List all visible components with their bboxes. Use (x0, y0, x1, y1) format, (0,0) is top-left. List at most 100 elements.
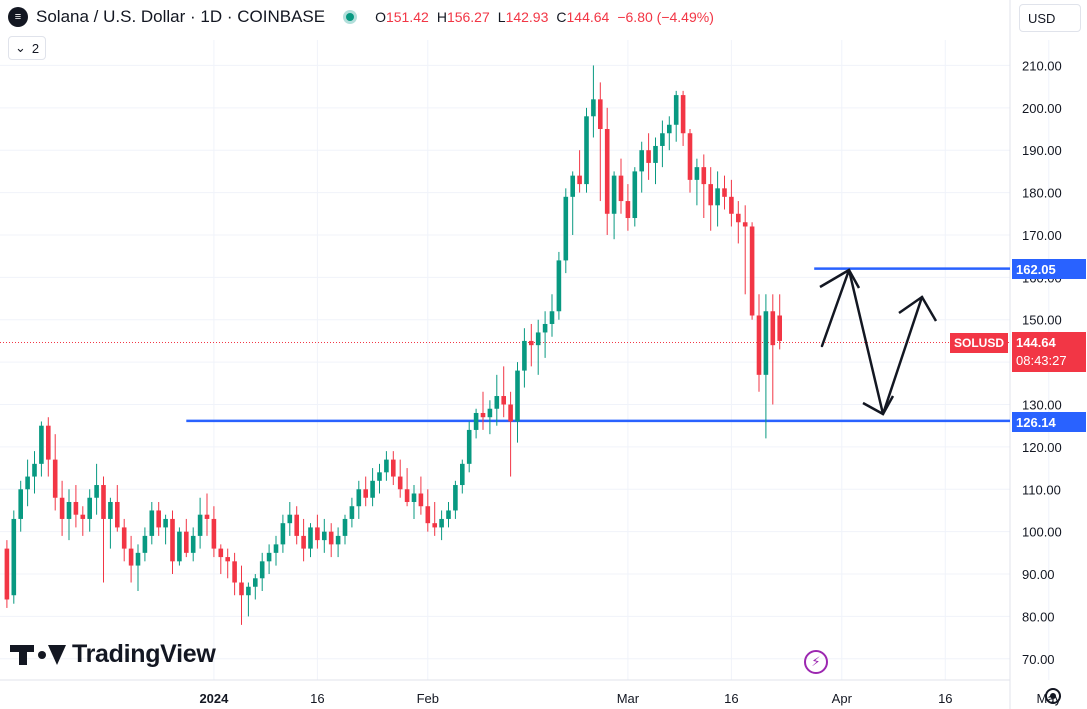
candle-body (763, 311, 769, 375)
logo-text: TradingView (72, 640, 216, 668)
candle (529, 323, 534, 367)
candle-body (494, 396, 500, 409)
candle (280, 514, 286, 553)
time-tick-label: 16 (938, 691, 952, 706)
candle-body (280, 523, 286, 545)
candle-body (59, 497, 65, 519)
price-axis[interactable]: 70.00 80.00 90.00 100.00 110.00 120.00 130.00 1… (1022, 58, 1062, 666)
candle (25, 459, 30, 507)
candle-body (404, 489, 410, 502)
candle (508, 391, 513, 477)
candle (391, 451, 396, 486)
candle-body (570, 175, 575, 197)
candle (453, 480, 458, 519)
candle (722, 175, 727, 210)
time-tick-label: Feb (417, 691, 439, 706)
symbol-title[interactable]: Solana / U.S. Dollar · 1D · COINBASE (36, 7, 326, 26)
candle (18, 480, 23, 532)
candle-body (742, 222, 748, 227)
candle-body (370, 480, 375, 498)
candle-body (349, 506, 355, 519)
arrowhead-1-icon (819, 268, 861, 289)
candle (356, 480, 362, 519)
candle-body (708, 184, 713, 206)
candle (170, 510, 175, 575)
candle (466, 421, 472, 473)
grid (0, 0, 1050, 709)
candle-body (177, 531, 182, 562)
price-tick-label: 120.00 (1022, 440, 1062, 455)
candle-body (736, 213, 741, 223)
ohlc-low: L142.93 (497, 9, 549, 25)
candle (259, 552, 265, 591)
candle-body (259, 561, 265, 579)
arrowhead-2-icon (862, 395, 895, 416)
candle-body (308, 527, 313, 549)
candle (425, 489, 431, 532)
chevron-down-icon: ⌄ (15, 40, 26, 55)
time-axis[interactable]: 2024 16 Feb Mar 16 Apr 16 May (199, 691, 1061, 706)
candle-body (625, 201, 631, 219)
candle (87, 489, 92, 532)
candle (135, 544, 141, 591)
candle (11, 510, 17, 604)
candle (584, 107, 589, 193)
candle (653, 137, 658, 185)
horizontal-levels (186, 267, 1010, 423)
time-tick-label: 2024 (199, 691, 229, 706)
candle (204, 493, 210, 536)
candle (184, 518, 189, 558)
candle (749, 222, 755, 320)
candle (501, 366, 506, 418)
candle (39, 421, 44, 477)
ohlc-values: O151.42 H156.27 L142.93 C144.64 −6.80 (−… (375, 9, 714, 25)
last-price-value: 144.64 (1016, 335, 1056, 350)
candle-body (232, 561, 237, 583)
candle-body (611, 175, 617, 214)
candle (473, 408, 479, 439)
candle-body (460, 463, 465, 486)
candle-body (108, 501, 113, 519)
candle-body (556, 260, 562, 312)
tradingview-logo[interactable]: TradingView (10, 640, 216, 669)
symbol-logo-icon[interactable]: ≡ (8, 7, 28, 27)
tradingview-mark-icon (10, 644, 66, 665)
projection-drawing (819, 268, 938, 416)
candle (149, 501, 155, 545)
candle-body (591, 99, 596, 117)
candle (729, 179, 734, 227)
candle-body (273, 544, 279, 553)
indicators-toggle-button[interactable]: ⌄ 2 (8, 36, 47, 60)
candle-body (239, 582, 244, 596)
candle-body (342, 518, 348, 536)
ohlc-open: O151.42 (375, 9, 429, 25)
candle (225, 548, 230, 579)
candle (294, 506, 299, 545)
candle (108, 497, 113, 549)
market-status-icon[interactable] (343, 10, 358, 24)
flash-icon[interactable]: ⚡ (804, 650, 828, 674)
price-tick-label: 180.00 (1022, 186, 1062, 201)
candle-body (604, 129, 610, 214)
candle-body (515, 370, 520, 422)
candle (156, 501, 161, 536)
price-change: −6.80 (−4.49%) (617, 9, 714, 25)
candle-body (584, 116, 589, 185)
gear-icon[interactable] (1045, 688, 1061, 704)
candle (494, 374, 500, 426)
candle (73, 485, 79, 528)
candle-body (335, 535, 341, 545)
candle-body (694, 167, 700, 180)
candle-body (128, 548, 134, 566)
candle-body (39, 425, 44, 464)
candle (432, 501, 437, 536)
candle-body (391, 459, 396, 477)
time-tick-label: Mar (617, 691, 640, 706)
candle (404, 468, 410, 507)
price-tick-label: 130.00 (1022, 398, 1062, 413)
candle-body (639, 150, 644, 172)
candle (315, 514, 320, 549)
candle (763, 294, 769, 439)
currency-select[interactable]: USD (1019, 4, 1081, 32)
